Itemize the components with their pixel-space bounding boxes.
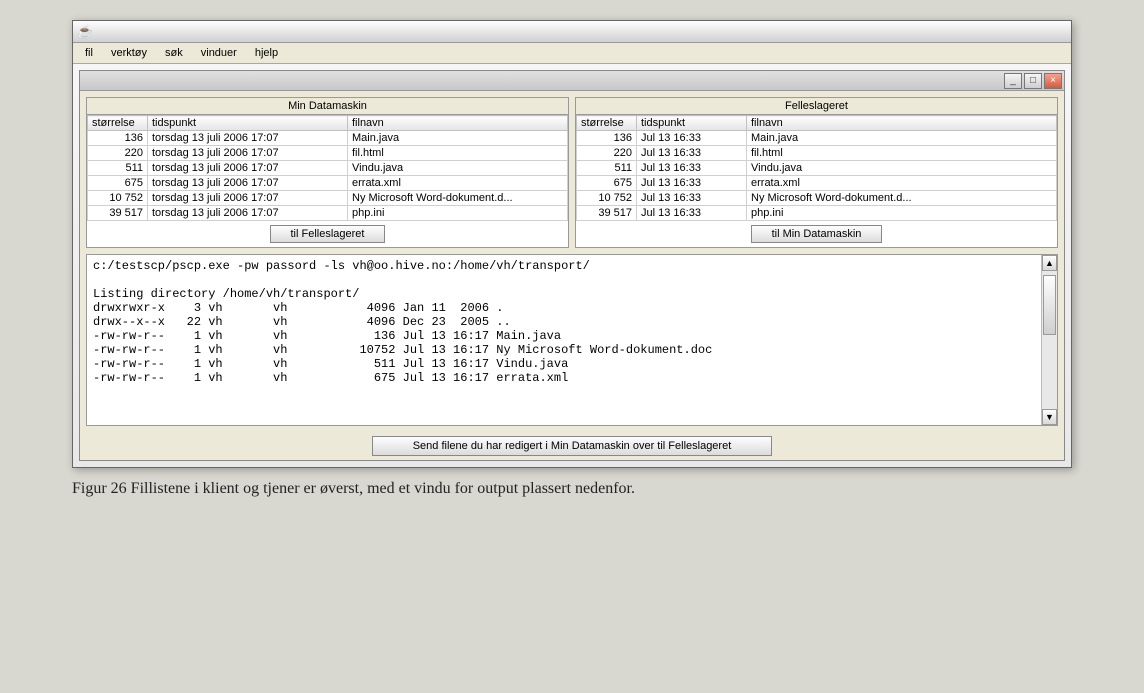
menubar: fil verktøy søk vinduer hjelp: [73, 43, 1071, 64]
scroll-track[interactable]: [1042, 271, 1057, 409]
cell-name: Ny Microsoft Word-dokument.d...: [348, 191, 568, 206]
status-row: Send filene du har redigert i Min Datama…: [80, 432, 1064, 460]
terminal-panel: c:/testscp/pscp.exe -pw passord -ls vh@o…: [86, 254, 1058, 426]
right-file-table: størrelse tidspunkt filnavn 136Jul 13 16…: [576, 115, 1057, 221]
cell-time: torsdag 13 juli 2006 17:07: [148, 206, 348, 221]
table-row[interactable]: 10 752torsdag 13 juli 2006 17:07Ny Micro…: [88, 191, 568, 206]
table-row[interactable]: 220torsdag 13 juli 2006 17:07fil.html: [88, 146, 568, 161]
table-row[interactable]: 511Jul 13 16:33Vindu.java: [577, 161, 1057, 176]
table-row[interactable]: 136torsdag 13 juli 2006 17:07Main.java: [88, 131, 568, 146]
right-panel: Felleslageret størrelse tidspunkt filnav…: [575, 97, 1058, 248]
cell-name: fil.html: [747, 146, 1057, 161]
minimize-button[interactable]: _: [1004, 73, 1022, 89]
left-panel: Min Datamaskin størrelse tidspunkt filna…: [86, 97, 569, 248]
cell-time: Jul 13 16:33: [637, 161, 747, 176]
right-col-size[interactable]: størrelse: [577, 116, 637, 131]
close-button[interactable]: ×: [1044, 73, 1062, 89]
table-row[interactable]: 675torsdag 13 juli 2006 17:07errata.xml: [88, 176, 568, 191]
scroll-down-button[interactable]: ▼: [1042, 409, 1057, 425]
cell-name: Vindu.java: [348, 161, 568, 176]
java-icon: ☕: [77, 24, 93, 40]
menu-verktoy[interactable]: verktøy: [103, 45, 155, 61]
cell-time: torsdag 13 juli 2006 17:07: [148, 161, 348, 176]
cell-time: torsdag 13 juli 2006 17:07: [148, 176, 348, 191]
cell-time: torsdag 13 juli 2006 17:07: [148, 146, 348, 161]
table-row[interactable]: 511torsdag 13 juli 2006 17:07Vindu.java: [88, 161, 568, 176]
cell-size: 10 752: [577, 191, 637, 206]
cell-size: 220: [88, 146, 148, 161]
table-row[interactable]: 675Jul 13 16:33errata.xml: [577, 176, 1057, 191]
cell-size: 675: [88, 176, 148, 191]
cell-time: Jul 13 16:33: [637, 131, 747, 146]
terminal-output[interactable]: c:/testscp/pscp.exe -pw passord -ls vh@o…: [87, 255, 1057, 425]
cell-name: Main.java: [747, 131, 1057, 146]
inner-titlebar: _ □ ×: [80, 71, 1064, 91]
cell-time: torsdag 13 juli 2006 17:07: [148, 131, 348, 146]
right-col-name[interactable]: filnavn: [747, 116, 1057, 131]
outer-titlebar: ☕: [73, 21, 1071, 43]
cell-name: Vindu.java: [747, 161, 1057, 176]
menu-hjelp[interactable]: hjelp: [247, 45, 286, 61]
cell-size: 136: [577, 131, 637, 146]
cell-name: errata.xml: [747, 176, 1057, 191]
table-row[interactable]: 10 752Jul 13 16:33Ny Microsoft Word-doku…: [577, 191, 1057, 206]
cell-name: errata.xml: [348, 176, 568, 191]
to-felleslageret-button[interactable]: til Felleslageret: [270, 225, 386, 243]
left-file-table: størrelse tidspunkt filnavn 136torsdag 1…: [87, 115, 568, 221]
app-window: ☕ fil verktøy søk vinduer hjelp _ □ × Mi…: [72, 20, 1072, 468]
send-files-button[interactable]: Send filene du har redigert i Min Datama…: [372, 436, 773, 456]
left-col-name[interactable]: filnavn: [348, 116, 568, 131]
cell-size: 39 517: [577, 206, 637, 221]
scroll-up-button[interactable]: ▲: [1042, 255, 1057, 271]
cell-size: 511: [88, 161, 148, 176]
cell-name: fil.html: [348, 146, 568, 161]
cell-size: 511: [577, 161, 637, 176]
cell-name: Ny Microsoft Word-dokument.d...: [747, 191, 1057, 206]
cell-time: torsdag 13 juli 2006 17:07: [148, 191, 348, 206]
menu-vinduer[interactable]: vinduer: [193, 45, 245, 61]
table-row[interactable]: 136Jul 13 16:33Main.java: [577, 131, 1057, 146]
scroll-thumb[interactable]: [1043, 275, 1056, 335]
cell-size: 10 752: [88, 191, 148, 206]
figure-caption: Figur 26 Fillistene i klient og tjener e…: [72, 480, 1072, 498]
cell-time: Jul 13 16:33: [637, 191, 747, 206]
cell-size: 220: [577, 146, 637, 161]
maximize-button[interactable]: □: [1024, 73, 1042, 89]
right-col-time[interactable]: tidspunkt: [637, 116, 747, 131]
cell-time: Jul 13 16:33: [637, 146, 747, 161]
left-col-size[interactable]: størrelse: [88, 116, 148, 131]
cell-time: Jul 13 16:33: [637, 176, 747, 191]
cell-name: php.ini: [348, 206, 568, 221]
table-row[interactable]: 220Jul 13 16:33fil.html: [577, 146, 1057, 161]
table-row[interactable]: 39 517torsdag 13 juli 2006 17:07php.ini: [88, 206, 568, 221]
left-col-time[interactable]: tidspunkt: [148, 116, 348, 131]
cell-time: Jul 13 16:33: [637, 206, 747, 221]
menu-sok[interactable]: søk: [157, 45, 191, 61]
table-row[interactable]: 39 517Jul 13 16:33php.ini: [577, 206, 1057, 221]
inner-window: _ □ × Min Datamaskin størrelse tidspunkt: [79, 70, 1065, 461]
cell-size: 136: [88, 131, 148, 146]
left-panel-title: Min Datamaskin: [87, 98, 568, 115]
terminal-scrollbar[interactable]: ▲ ▼: [1041, 255, 1057, 425]
cell-name: Main.java: [348, 131, 568, 146]
menu-fil[interactable]: fil: [77, 45, 101, 61]
cell-size: 39 517: [88, 206, 148, 221]
cell-name: php.ini: [747, 206, 1057, 221]
right-panel-title: Felleslageret: [576, 98, 1057, 115]
cell-size: 675: [577, 176, 637, 191]
to-min-datamaskin-button[interactable]: til Min Datamaskin: [751, 225, 883, 243]
